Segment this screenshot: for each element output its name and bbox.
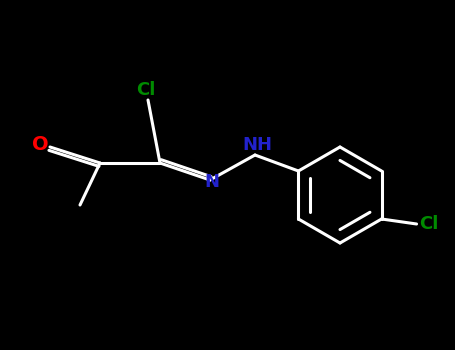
- Text: Cl: Cl: [136, 81, 156, 99]
- Text: Cl: Cl: [419, 215, 438, 233]
- Text: N: N: [204, 173, 219, 191]
- Text: NH: NH: [242, 136, 272, 154]
- Text: O: O: [32, 135, 48, 154]
